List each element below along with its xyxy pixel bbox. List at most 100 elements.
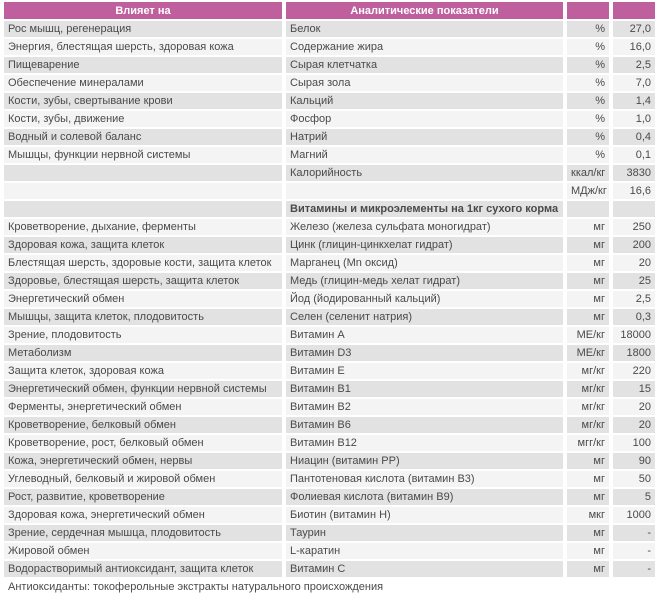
table-row: Калорийность ккал/кг 3830 — [4, 165, 655, 181]
table-row: Кости, зубы, движение Фосфор% 1,0 — [4, 111, 655, 127]
table-row: Энергетический обмен Йод (йодированный ка… — [4, 291, 655, 307]
value-cell: 16,0 — [613, 39, 655, 55]
unit-cell: % — [567, 57, 609, 73]
value-cell: 2,5 — [613, 291, 655, 307]
influences-cell: Кожа, энергетический обмен, нервы — [4, 453, 282, 469]
influences-cell: Водный и солевой баланс — [4, 129, 282, 145]
indicator-cell: Витамин Е — [286, 363, 563, 379]
indicator-cell — [286, 183, 563, 199]
influences-cell: Защита клеток, здоровая кожа — [4, 363, 282, 379]
value-cell: 0,1 — [613, 147, 655, 163]
value-cell: 20 — [613, 399, 655, 415]
header-influences: Влияет на — [4, 2, 282, 19]
influences-cell: Кости, зубы, движение — [4, 111, 282, 127]
value-cell: 220 — [613, 363, 655, 379]
indicator-cell: Витамин В1 — [286, 381, 563, 397]
table-row: Пищеварение Сырая клетчатка% 2,5 — [4, 57, 655, 73]
influences-cell: Здоровая кожа, энергетический обмен — [4, 507, 282, 523]
table-row: Кроветворение, дыхание, ферменты Железо (… — [4, 219, 655, 235]
indicator-cell: Медь (глицин-медь хелат гидрат) — [286, 273, 563, 289]
influences-cell: Зрение, сердечная мышца, плодовитость — [4, 525, 282, 541]
table-row: Энергетический обмен, функции нервной си… — [4, 381, 655, 397]
influences-cell: Рос мышц, регенерация — [4, 21, 282, 37]
unit-cell: мг/кг — [567, 363, 609, 379]
unit-cell: мкг — [567, 507, 609, 523]
influences-cell — [4, 165, 282, 181]
indicator-cell: Витамин D3 — [286, 345, 563, 361]
indicator-cell: Витамин С — [286, 561, 563, 577]
value-cell: 3830 — [613, 165, 655, 181]
indicator-cell: Сырая зола — [286, 75, 563, 91]
table-row: Здоровая кожа, энергетический обмен Биоти… — [4, 507, 655, 523]
antioxidants-note: Антиоксиданты: токоферольные экстракты н… — [4, 579, 655, 595]
table-row: Здоровье, блестящая шерсть, защита клето… — [4, 273, 655, 289]
unit-cell: мг — [567, 543, 609, 559]
table-row: Рост, развитие, кроветворение Фолиевая ки… — [4, 489, 655, 505]
influences-cell: Здоровье, блестящая шерсть, защита клето… — [4, 273, 282, 289]
influences-cell: Энергетический обмен, функции нервной си… — [4, 381, 282, 397]
influences-cell: Блестящая шерсть, здоровые кости, защита… — [4, 255, 282, 271]
influences-cell: Рост, развитие, кроветворение — [4, 489, 282, 505]
influences-cell — [4, 201, 282, 217]
unit-cell: ккал/кг — [567, 165, 609, 181]
indicator-cell: Витамины и микроэлементы на 1кг сухого к… — [286, 201, 563, 217]
header-unit — [567, 2, 609, 19]
indicator-cell: Кальций — [286, 93, 563, 109]
unit-cell: мг/кг — [567, 417, 609, 433]
unit-cell: мг — [567, 561, 609, 577]
indicator-cell: Ниацин (витамин РР) — [286, 453, 563, 469]
value-cell: 1000 — [613, 507, 655, 523]
unit-cell: мг — [567, 471, 609, 487]
indicator-cell: Марганец (Mn оксид) — [286, 255, 563, 271]
unit-cell: % — [567, 147, 609, 163]
unit-cell: МДж/кг — [567, 183, 609, 199]
influences-cell: Жировой обмен — [4, 543, 282, 559]
table-row: Обеспечение минералами Сырая зола% 7,0 — [4, 75, 655, 91]
influences-cell: Метаболизм — [4, 345, 282, 361]
value-cell: 0,3 — [613, 309, 655, 325]
table-header-row: Влияет на Аналитические показатели — [4, 2, 655, 19]
value-cell: 7,0 — [613, 75, 655, 91]
table-row: Водный и солевой баланс Натрий% 0,4 — [4, 129, 655, 145]
influences-cell: Мышцы, защита клеток, плодовитость — [4, 309, 282, 325]
influences-cell: Водорастворимый антиоксидант, защита кле… — [4, 561, 282, 577]
value-cell: 16,6 — [613, 183, 655, 199]
indicator-cell: Витамин В6 — [286, 417, 563, 433]
table-row: Кожа, энергетический обмен, нервы Ниацин … — [4, 453, 655, 469]
value-cell: 0,4 — [613, 129, 655, 145]
value-cell: 1,4 — [613, 93, 655, 109]
header-value — [613, 2, 655, 19]
table-row: Зрение, плодовитость Витамин А МЕ/кг 18000 — [4, 327, 655, 343]
value-cell: 1800 — [613, 345, 655, 361]
unit-cell: % — [567, 93, 609, 109]
unit-cell: % — [567, 75, 609, 91]
indicator-cell: Натрий — [286, 129, 563, 145]
unit-cell: мг — [567, 453, 609, 469]
value-cell: 20 — [613, 417, 655, 433]
indicator-cell: L-каратин — [286, 543, 563, 559]
unit-cell: МЕ/кг — [567, 327, 609, 343]
unit-cell: мг — [567, 219, 609, 235]
value-cell: 50 — [613, 471, 655, 487]
table-footer-row: Антиоксиданты: токоферольные экстракты н… — [4, 579, 655, 595]
value-cell: 90 — [613, 453, 655, 469]
indicator-cell: Биотин (витамин Н) — [286, 507, 563, 523]
indicator-cell: Железо (железа сульфата моногидрат) — [286, 219, 563, 235]
value-cell: - — [613, 561, 655, 577]
influences-cell: Мышцы, функции нервной системы — [4, 147, 282, 163]
table-row: Рос мышц, регенерация Белок% 27,0 — [4, 21, 655, 37]
unit-cell: мг — [567, 237, 609, 253]
indicator-cell: Пантотеновая кислота (витамин В3) — [286, 471, 563, 487]
unit-cell: мг/кг — [567, 399, 609, 415]
unit-cell: мг — [567, 273, 609, 289]
influences-cell: Пищеварение — [4, 57, 282, 73]
indicator-cell: Фолиевая кислота (витамин В9) — [286, 489, 563, 505]
indicator-cell: Цинк (глицин-цинкхелат гидрат) — [286, 237, 563, 253]
value-cell: 20 — [613, 255, 655, 271]
table-row: Жировой обмен L-каратин мг - — [4, 543, 655, 559]
influences-cell: Кроветворение, рост, белковый обмен — [4, 435, 282, 451]
influences-cell: Углеводный, белковый и жировой обмен — [4, 471, 282, 487]
table-row: МДж/кг 16,6 — [4, 183, 655, 199]
table-row: Метаболизм Витамин D3 МЕ/кг 1800 — [4, 345, 655, 361]
